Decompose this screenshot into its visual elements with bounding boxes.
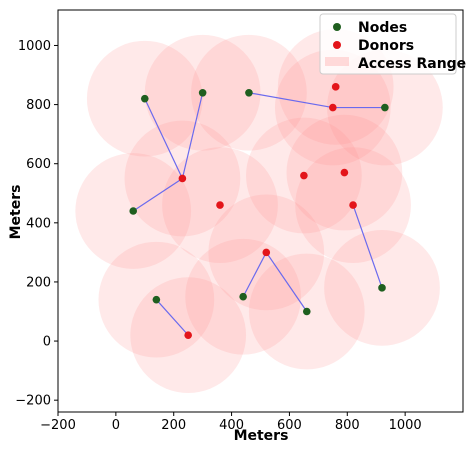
node-point [198,88,207,97]
donor-point [331,83,340,91]
donor-point [262,248,271,257]
x-tick-label: 200 [161,418,186,433]
legend: Nodes Donors Access Range [319,13,466,75]
legend-donors-marker [333,41,341,49]
y-axis-label: Meters [8,185,24,240]
link-line [265,252,308,312]
link-line [242,252,267,297]
link-line [144,98,183,179]
link-line [132,177,183,212]
donor-point [216,201,224,209]
legend-access-range-label: Access Range [358,56,466,72]
y-tick-label: 200 [26,275,51,290]
node-point [152,295,161,304]
x-tick-label: 800 [335,418,360,433]
node-point [302,307,311,316]
x-tick-label: −200 [40,418,76,433]
donor-point [184,331,192,339]
plot-frame [57,9,464,413]
legend-access-range-swatch [325,57,349,66]
node-point [239,292,247,301]
x-tick-label: 400 [219,418,244,433]
y-tick-label: 600 [26,157,51,172]
tick-layer: −200 0 200 400 600 800 1000 −200 0 200 400 600 800 10… [15,39,421,433]
node-point [381,103,389,112]
y-tick-label: 400 [26,216,51,231]
node-point [129,207,138,215]
legend-nodes-marker [333,23,341,31]
link-line [181,92,204,179]
legend-nodes-label: Nodes [358,20,407,36]
x-tick-label: 600 [277,418,302,433]
y-tick-label: 0 [43,335,51,350]
link-layer [132,92,385,336]
point-layer [129,83,389,339]
donor-point [300,171,308,180]
donor-point [178,174,187,183]
donor-point [349,201,357,209]
x-tick-label: 1000 [389,418,422,433]
node-point [245,88,253,97]
legend-donors-label: Donors [358,38,414,54]
x-tick-label: 0 [112,418,120,433]
link-line [155,299,189,336]
legend-frame [319,13,457,75]
link-line [248,92,333,109]
node-point [140,94,149,103]
y-tick-label: −200 [15,394,51,409]
x-axis-label: Meters [234,428,289,444]
donor-point [329,103,337,112]
node-point [378,284,386,292]
donor-point [340,168,349,177]
y-tick-label: 1000 [18,39,51,54]
y-tick-label: 800 [26,98,51,113]
link-line [352,204,383,289]
